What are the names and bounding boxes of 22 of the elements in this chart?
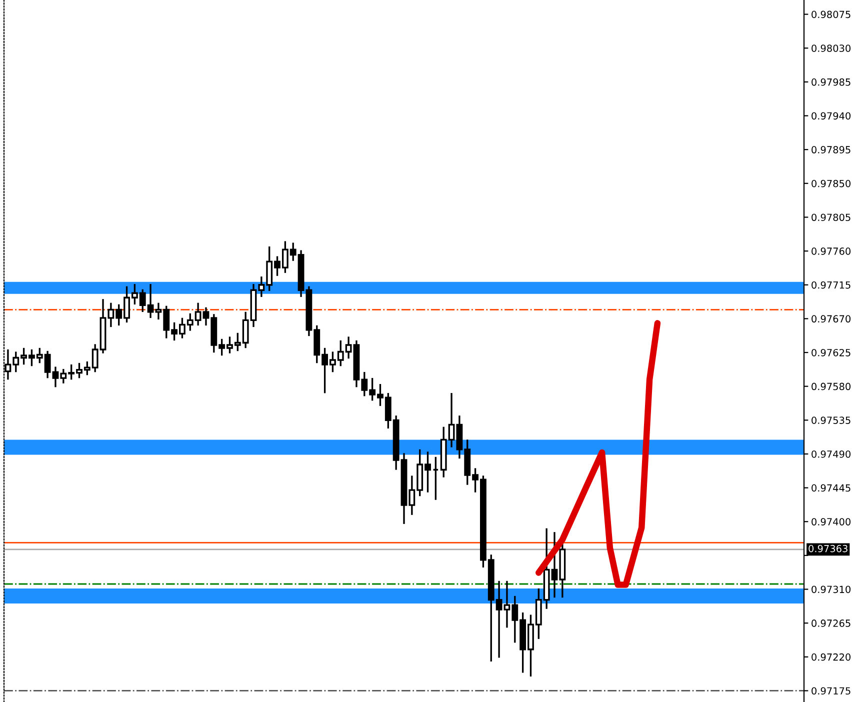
y-tick-label: 0.97985: [812, 78, 850, 86]
ref-line-label: 0.97363: [808, 544, 848, 552]
y-tick-label: 0.97220: [812, 653, 851, 661]
y-tick-label: 0.97580: [812, 382, 851, 390]
y-tick-label: 0.97400: [812, 518, 851, 526]
y-tick-label: 0.97670: [812, 315, 851, 323]
y-tick-label: 0.98030: [812, 44, 851, 52]
y-tick-label: 0.97310: [812, 586, 851, 594]
y-tick-label: 0.97760: [812, 248, 851, 255]
y-tick-label: 0.97940: [812, 112, 851, 120]
candlestick: [432, 456, 439, 500]
y-tick-label: 0.97535: [812, 416, 850, 424]
y-tick-label: 0.97490: [812, 450, 851, 458]
y-tick-label: 0.97175: [812, 687, 850, 695]
y-tick-label: 0.98075: [812, 10, 850, 18]
y-tick-label: 0.97625: [812, 348, 850, 356]
y-tick-label: 0.97445: [812, 484, 850, 492]
y-tick-label: 0.97715: [812, 281, 850, 289]
y-tick-label: 0.97895: [812, 146, 850, 154]
y-tick-label: 0.97265: [812, 620, 850, 627]
y-tick-label: 0.97850: [812, 180, 851, 188]
y-tick-label: 0.97805: [812, 214, 850, 222]
